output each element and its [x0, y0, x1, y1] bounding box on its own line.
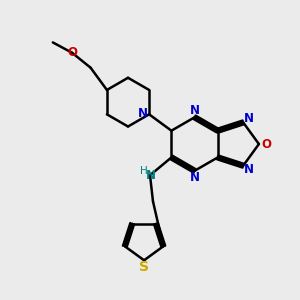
Text: N: N [190, 171, 200, 184]
Text: O: O [67, 46, 77, 59]
Text: S: S [139, 260, 149, 274]
Text: N: N [190, 104, 200, 117]
Text: H: H [140, 166, 147, 176]
Text: N: N [244, 163, 254, 176]
Text: N: N [146, 169, 156, 182]
Text: N: N [138, 107, 148, 120]
Text: O: O [262, 138, 272, 151]
Text: N: N [244, 112, 254, 125]
